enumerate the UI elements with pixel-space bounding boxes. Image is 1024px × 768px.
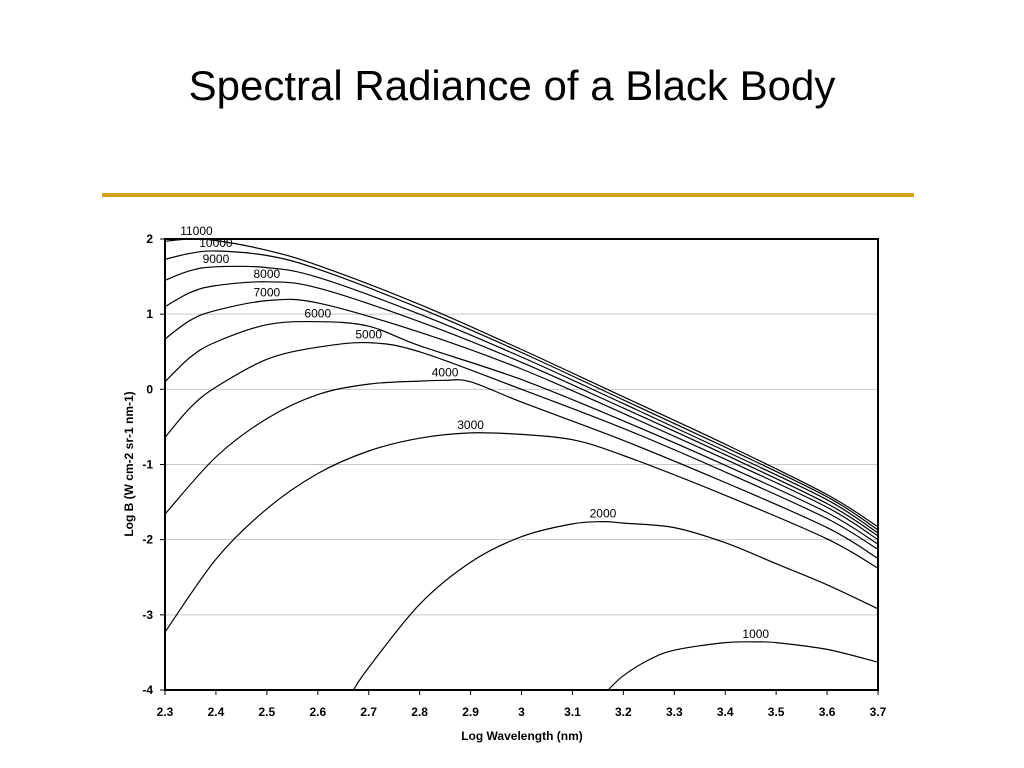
x-tick-label: 2.3: [157, 705, 174, 719]
x-tick-label: 3.3: [666, 705, 683, 719]
series-label: 7000: [254, 286, 281, 300]
x-tick-label: 2.7: [360, 705, 377, 719]
y-tick-label: -2: [142, 533, 153, 547]
series-line-6000: [164, 320, 879, 545]
x-tick-label: 2.9: [462, 705, 479, 719]
x-tick-label: 2.6: [309, 705, 326, 719]
x-tick-label: 3.1: [564, 705, 581, 719]
x-axis-title: Log Wavelength (nm): [461, 729, 583, 743]
series-label: 9000: [203, 252, 230, 266]
series-line-11000: [164, 238, 879, 528]
x-tick-label: 3.4: [717, 705, 734, 719]
x-tick-label: 2.4: [208, 705, 225, 719]
series-line-2000: [352, 520, 879, 691]
series-line-7000: [164, 298, 879, 541]
y-tick-label: 0: [146, 382, 153, 396]
x-tick-label: 2.8: [411, 705, 428, 719]
series-lines: [164, 238, 879, 691]
series-label: 4000: [432, 365, 459, 379]
series-line-1000: [607, 641, 879, 691]
series-label: 10000: [199, 236, 233, 250]
x-tick-label: 3: [518, 705, 525, 719]
slide-title: Spectral Radiance of a Black Body: [188, 62, 836, 109]
series-line-5000: [164, 341, 879, 550]
title-underline: [102, 193, 914, 197]
series-line-10000: [164, 250, 879, 531]
x-tick-labels: 2.3 2.4 2.5 2.6 2.7 2.8 2.9 3 3.1 3.2 3.3 3.4 3.5 3.6…: [157, 690, 887, 719]
series-label: 6000: [304, 307, 331, 321]
y-tick-label: 1: [146, 307, 153, 321]
y-tick-label: -1: [142, 458, 153, 472]
x-tick-label: 2.5: [259, 705, 276, 719]
x-tick-label: 3.7: [870, 705, 887, 719]
series-line-3000: [164, 432, 879, 633]
y-tick-label: -4: [142, 683, 153, 697]
gridlines: [165, 313, 878, 616]
series-label: 3000: [457, 418, 484, 432]
series-line-4000: [164, 379, 879, 560]
series-label: 1000: [742, 627, 769, 641]
series-label: 8000: [254, 267, 281, 281]
series-line-9000: [164, 265, 879, 534]
x-tick-label: 3.2: [615, 705, 632, 719]
series-label: 5000: [355, 328, 382, 342]
x-tick-label: 3.5: [768, 705, 785, 719]
x-tick-label: 3.6: [819, 705, 836, 719]
y-axis-title: Log B (W cm-2 sr-1 nm-1): [122, 391, 136, 536]
y-tick-label: 2: [146, 232, 153, 246]
y-tick-label: -3: [142, 608, 153, 622]
series-label: 11000: [180, 224, 213, 238]
series-label: 2000: [590, 507, 617, 521]
y-tick-labels: 2 1 0 -1 -2 -3 -4: [142, 232, 165, 697]
series-line-8000: [164, 281, 879, 537]
